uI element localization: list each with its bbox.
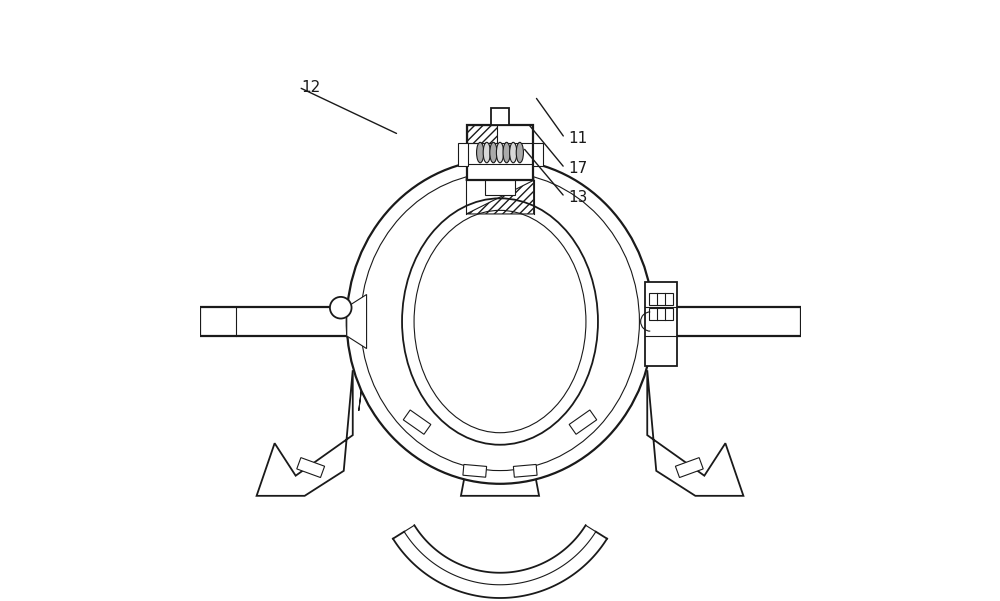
Bar: [297, 457, 325, 478]
Ellipse shape: [490, 142, 497, 163]
Ellipse shape: [402, 198, 598, 445]
Bar: [458, 143, 468, 166]
Bar: [569, 410, 597, 435]
Text: 17: 17: [568, 161, 587, 175]
Bar: [200, 307, 350, 336]
Polygon shape: [461, 448, 539, 496]
Bar: [513, 465, 537, 477]
Ellipse shape: [477, 142, 484, 163]
Circle shape: [330, 297, 352, 319]
Ellipse shape: [414, 210, 586, 433]
Bar: [485, 178, 515, 195]
Ellipse shape: [361, 172, 639, 471]
Bar: [491, 108, 509, 125]
Polygon shape: [347, 336, 367, 411]
Bar: [467, 125, 533, 180]
Bar: [649, 293, 673, 305]
Polygon shape: [257, 370, 353, 496]
Ellipse shape: [516, 142, 523, 163]
Bar: [645, 282, 677, 366]
Text: 12: 12: [302, 80, 321, 94]
Ellipse shape: [496, 142, 504, 163]
Ellipse shape: [503, 142, 510, 163]
Text: 11: 11: [568, 131, 587, 145]
Bar: [675, 457, 703, 478]
Polygon shape: [647, 370, 743, 496]
Ellipse shape: [510, 142, 517, 163]
Text: 13: 13: [568, 190, 587, 204]
Bar: [403, 410, 431, 435]
Bar: [467, 125, 497, 143]
Bar: [650, 307, 800, 336]
Ellipse shape: [347, 159, 653, 484]
Bar: [533, 143, 543, 166]
Ellipse shape: [483, 142, 490, 163]
Bar: [463, 465, 487, 477]
Polygon shape: [347, 294, 367, 349]
Bar: [649, 308, 673, 320]
